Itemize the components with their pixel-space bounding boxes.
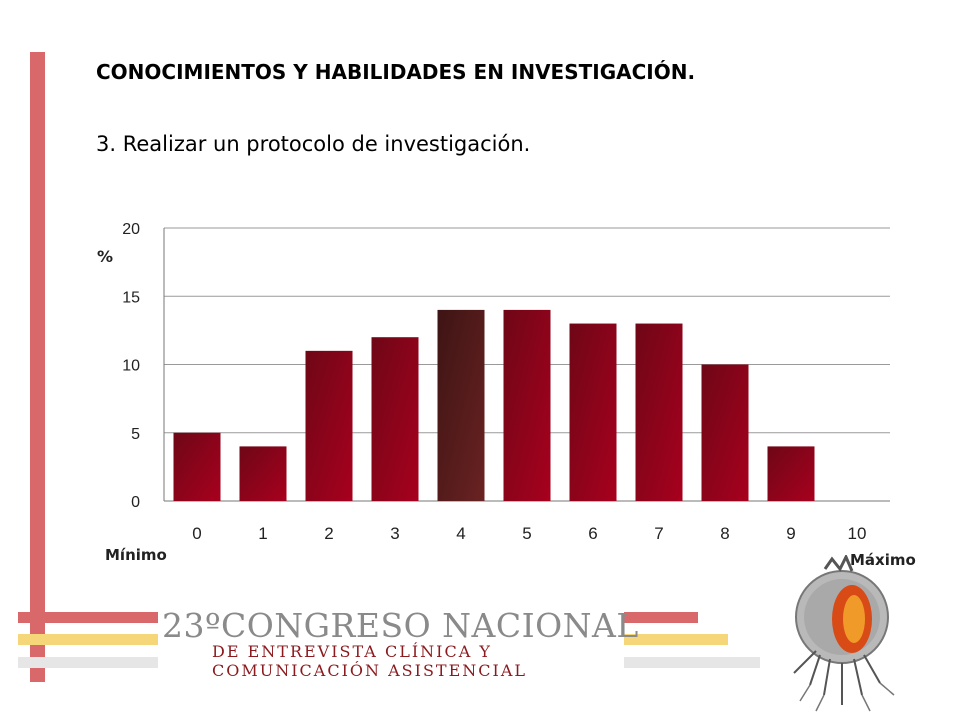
bar-7	[635, 323, 683, 501]
congress-banner: 23ºCONGRESO NACIONAL DE ENTREVISTA CLÍNI…	[162, 606, 638, 680]
congress-logo-icon	[793, 555, 895, 712]
x-tick-label: 2	[324, 524, 333, 543]
page-title: CONOCIMIENTOS Y HABILIDADES EN INVESTIGA…	[96, 60, 696, 84]
x-tick-label: 9	[786, 524, 795, 543]
page-subtitle: 3. Realizar un protocolo de investigació…	[96, 132, 531, 156]
bar-4	[437, 309, 485, 501]
stripe-yellow-right	[624, 634, 728, 645]
maximum-label: Máximo	[850, 551, 916, 569]
bar-2	[305, 350, 353, 501]
bar-9	[767, 446, 815, 501]
y-tick-label: 20	[122, 221, 140, 238]
bar-8	[701, 364, 749, 501]
bar-1	[239, 446, 287, 501]
x-tick-label: 0	[192, 524, 201, 543]
banner-line-3: COMUNICACIÓN ASISTENCIAL	[212, 661, 527, 680]
bars	[173, 309, 815, 501]
left-accent-bar	[30, 52, 45, 682]
bar-5	[503, 309, 551, 501]
x-tick-label: 5	[522, 524, 531, 543]
x-tick-label: 8	[720, 524, 729, 543]
stripe-red-left	[18, 612, 158, 623]
minimum-label: Mínimo	[105, 546, 167, 564]
x-tick-label: 1	[258, 524, 267, 543]
bar-6	[569, 323, 617, 501]
tick-labels: 0 5 10 15 20 0 1 2 3 4 5 6 7 8 9 10	[122, 221, 866, 543]
x-tick-label: 3	[390, 524, 399, 543]
y-tick-label: 15	[122, 289, 140, 306]
y-tick-label: 0	[131, 494, 140, 511]
banner-line-2: DE ENTREVISTA CLÍNICA Y	[212, 642, 492, 661]
bar-0	[173, 432, 221, 501]
bar-3	[371, 337, 419, 501]
x-tick-label: 10	[848, 524, 867, 543]
x-tick-label: 7	[654, 524, 663, 543]
banner-line-1: 23ºCONGRESO NACIONAL	[162, 606, 639, 645]
stripe-gray-right	[624, 657, 760, 668]
stripe-red-right	[624, 612, 698, 623]
y-axis-label: %	[97, 247, 113, 266]
x-tick-label: 4	[456, 524, 465, 543]
y-tick-label: 5	[131, 426, 140, 443]
stripe-gray-left	[18, 657, 158, 668]
x-tick-label: 6	[588, 524, 597, 543]
stripe-yellow-left	[18, 634, 158, 645]
y-tick-label: 10	[122, 358, 140, 375]
